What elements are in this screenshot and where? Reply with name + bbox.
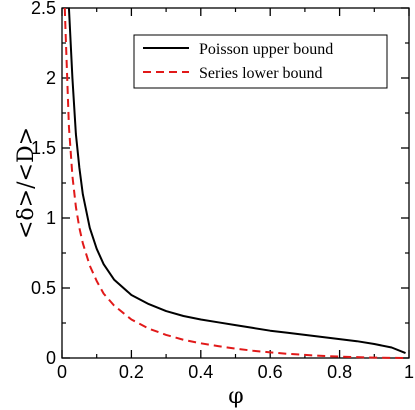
legend-label-series: Series lower bound: [199, 65, 323, 82]
ticks: 0 0.2 0.4 0.6 0.8 1 0 0.5 1 1.5 2 2.5: [31, 0, 414, 382]
y-tick-label: 2: [46, 68, 56, 88]
y-tick-label: 0.5: [31, 278, 56, 298]
y-tick-label: 1: [46, 208, 56, 228]
x-tick-label: 0: [57, 362, 67, 382]
series-line-series-lower-bound: [63, 7, 406, 359]
legend-label-poisson: Poisson upper bound: [199, 41, 333, 58]
legend: Poisson upper bound Series lower bound: [133, 34, 388, 89]
x-tick-label: 0.8: [327, 362, 352, 382]
series-group: [63, 7, 406, 359]
y-tick-label: 1.5: [31, 138, 56, 158]
series-line-poisson-upper-bound: [67, 7, 406, 355]
y-tick-label: 0: [46, 348, 56, 368]
x-tick-label: 0.6: [258, 362, 283, 382]
x-axis-label: φ: [228, 384, 243, 409]
y-tick-label: 2.5: [31, 0, 56, 18]
y-axis-label: <δ>/<D>: [14, 127, 39, 239]
legend-box: [133, 34, 388, 89]
x-tick-label: 0.4: [188, 362, 213, 382]
x-tick-label: 0.2: [119, 362, 144, 382]
x-tick-label: 1: [404, 362, 414, 382]
